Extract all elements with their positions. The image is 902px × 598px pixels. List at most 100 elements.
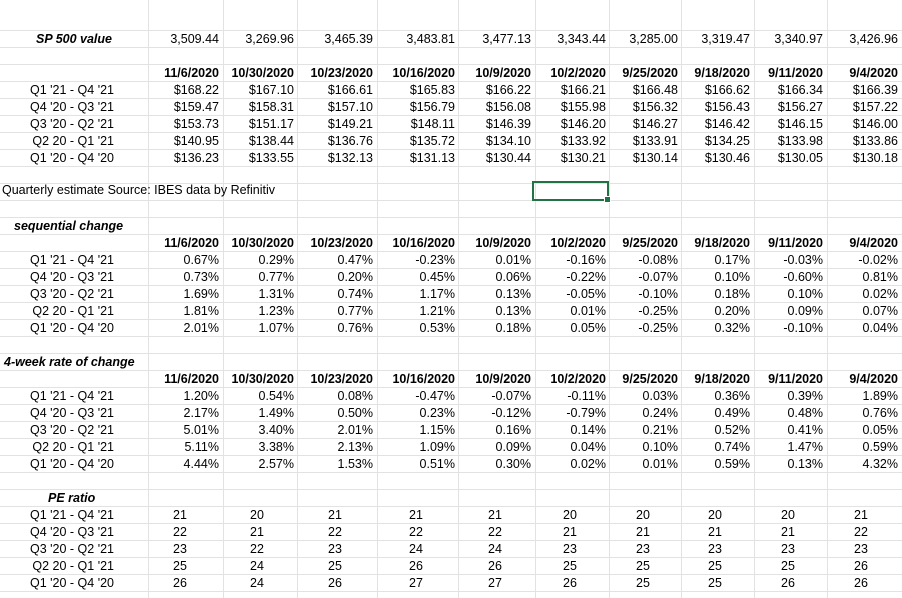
sequential-cell[interactable]: -0.60%	[783, 270, 823, 284]
sp500-value[interactable]: 3,269.96	[245, 32, 294, 46]
rate4w-cell[interactable]: 0.13%	[787, 457, 823, 471]
period-label[interactable]: Q3 '20 - Q2 '21	[30, 287, 114, 301]
rate4w-cell[interactable]: 0.30%	[495, 457, 531, 471]
date-header[interactable]: 10/2/2020	[550, 372, 606, 386]
estimates-cell[interactable]: $130.14	[632, 151, 678, 165]
pe-cell[interactable]: 21	[488, 508, 502, 522]
rate4w-cell[interactable]: 2.17%	[183, 406, 219, 420]
sequential-cell[interactable]: 1.81%	[183, 304, 219, 318]
estimates-cell[interactable]: $166.21	[560, 83, 606, 97]
date-header[interactable]: 9/4/2020	[849, 236, 898, 250]
pe-cell[interactable]: 24	[409, 542, 423, 556]
estimates-cell[interactable]: $166.48	[632, 83, 678, 97]
sequential-cell[interactable]: -0.02%	[858, 253, 898, 267]
rate4w-cell[interactable]: 0.01%	[642, 457, 678, 471]
rate4w-cell[interactable]: 3.40%	[258, 423, 294, 437]
sequential-cell[interactable]: 0.01%	[495, 253, 531, 267]
rate4w-cell[interactable]: 0.52%	[714, 423, 750, 437]
rate4w-cell[interactable]: 1.20%	[183, 389, 219, 403]
pe-cell[interactable]: 23	[328, 542, 342, 556]
sequential-cell[interactable]: 0.45%	[419, 270, 455, 284]
rate4w-cell[interactable]: 1.49%	[258, 406, 294, 420]
rate4w-cell[interactable]: 5.01%	[183, 423, 219, 437]
rate4w-cell[interactable]: 5.11%	[184, 440, 219, 454]
estimates-cell[interactable]: $146.00	[852, 117, 898, 131]
sp500-value[interactable]: 3,319.47	[701, 32, 750, 46]
pe-cell[interactable]: 25	[173, 559, 187, 573]
pe-cell[interactable]: 27	[488, 576, 502, 590]
rate4w-cell[interactable]: 0.59%	[714, 457, 750, 471]
date-header[interactable]: 9/25/2020	[622, 372, 678, 386]
pe-cell[interactable]: 20	[250, 508, 264, 522]
estimates-cell[interactable]: $146.27	[632, 117, 678, 131]
rate4w-cell[interactable]: 0.76%	[862, 406, 898, 420]
date-header[interactable]: 10/9/2020	[475, 236, 531, 250]
pe-cell[interactable]: 20	[636, 508, 650, 522]
pe-cell[interactable]: 20	[708, 508, 722, 522]
rate4w-cell[interactable]: 1.53%	[337, 457, 373, 471]
rate4w-cell[interactable]: 1.89%	[862, 389, 898, 403]
rate4w-cell[interactable]: 2.13%	[337, 440, 373, 454]
estimates-cell[interactable]: $166.62	[704, 83, 750, 97]
pe-cell[interactable]: 27	[409, 576, 423, 590]
source-note[interactable]: Quarterly estimate Source: IBES data by …	[2, 183, 276, 197]
sequential-cell[interactable]: 0.07%	[862, 304, 898, 318]
rate4w-cell[interactable]: -0.79%	[566, 406, 606, 420]
estimates-cell[interactable]: $136.76	[327, 134, 373, 148]
sequential-cell[interactable]: 0.17%	[714, 253, 750, 267]
rate4w-cell[interactable]: 2.57%	[258, 457, 294, 471]
date-header[interactable]: 10/23/2020	[310, 236, 373, 250]
rate4w-cell[interactable]: 0.02%	[570, 457, 606, 471]
pe-cell[interactable]: 23	[854, 542, 868, 556]
pe-cell[interactable]: 26	[563, 576, 577, 590]
rate4w-cell[interactable]: 0.51%	[419, 457, 455, 471]
rate4w-cell[interactable]: 0.14%	[570, 423, 606, 437]
sp500-value[interactable]: 3,343.44	[557, 32, 606, 46]
date-header[interactable]: 10/30/2020	[231, 372, 294, 386]
pe-cell[interactable]: 23	[563, 542, 577, 556]
estimates-cell[interactable]: $134.10	[485, 134, 531, 148]
rate4w-cell[interactable]: 0.08%	[337, 389, 373, 403]
rate4w-cell[interactable]: 3.38%	[258, 440, 294, 454]
pe-cell[interactable]: 22	[409, 525, 423, 539]
sequential-cell[interactable]: -0.03%	[783, 253, 823, 267]
section-title[interactable]: PE ratio	[48, 491, 96, 505]
estimates-cell[interactable]: $149.21	[327, 117, 373, 131]
pe-cell[interactable]: 21	[250, 525, 264, 539]
pe-cell[interactable]: 23	[636, 542, 650, 556]
date-header[interactable]: 10/16/2020	[392, 236, 455, 250]
estimates-cell[interactable]: $138.44	[248, 134, 294, 148]
estimates-cell[interactable]: $146.20	[560, 117, 606, 131]
pe-cell[interactable]: 22	[328, 525, 342, 539]
sequential-cell[interactable]: -0.07%	[638, 270, 678, 284]
estimates-cell[interactable]: $156.08	[485, 100, 531, 114]
sp500-value[interactable]: 3,509.44	[170, 32, 219, 46]
estimates-cell[interactable]: $167.10	[248, 83, 294, 97]
sequential-cell[interactable]: 0.47%	[337, 253, 373, 267]
date-header[interactable]: 10/23/2020	[310, 66, 373, 80]
period-label[interactable]: Q3 '20 - Q2 '21	[30, 423, 114, 437]
sequential-cell[interactable]: 0.32%	[714, 321, 750, 335]
period-label[interactable]: Q4 '20 - Q3 '21	[30, 100, 114, 114]
sequential-cell[interactable]: -0.23%	[415, 253, 455, 267]
estimates-cell[interactable]: $158.31	[248, 100, 294, 114]
pe-cell[interactable]: 23	[708, 542, 722, 556]
sequential-cell[interactable]: 0.73%	[183, 270, 219, 284]
estimates-cell[interactable]: $146.15	[777, 117, 823, 131]
estimates-cell[interactable]: $134.25	[704, 134, 750, 148]
estimates-cell[interactable]: $156.79	[409, 100, 455, 114]
rate4w-cell[interactable]: 0.10%	[642, 440, 678, 454]
pe-cell[interactable]: 20	[563, 508, 577, 522]
sequential-cell[interactable]: 0.20%	[714, 304, 750, 318]
date-header[interactable]: 10/2/2020	[550, 236, 606, 250]
estimates-cell[interactable]: $130.46	[704, 151, 750, 165]
estimates-cell[interactable]: $155.98	[560, 100, 606, 114]
pe-cell[interactable]: 21	[563, 525, 577, 539]
rate4w-cell[interactable]: 0.48%	[787, 406, 823, 420]
sequential-cell[interactable]: -0.10%	[783, 321, 823, 335]
estimates-cell[interactable]: $157.10	[327, 100, 373, 114]
sequential-cell[interactable]: 0.81%	[862, 270, 898, 284]
pe-cell[interactable]: 22	[854, 525, 868, 539]
sequential-cell[interactable]: 0.18%	[495, 321, 531, 335]
pe-cell[interactable]: 26	[854, 559, 868, 573]
